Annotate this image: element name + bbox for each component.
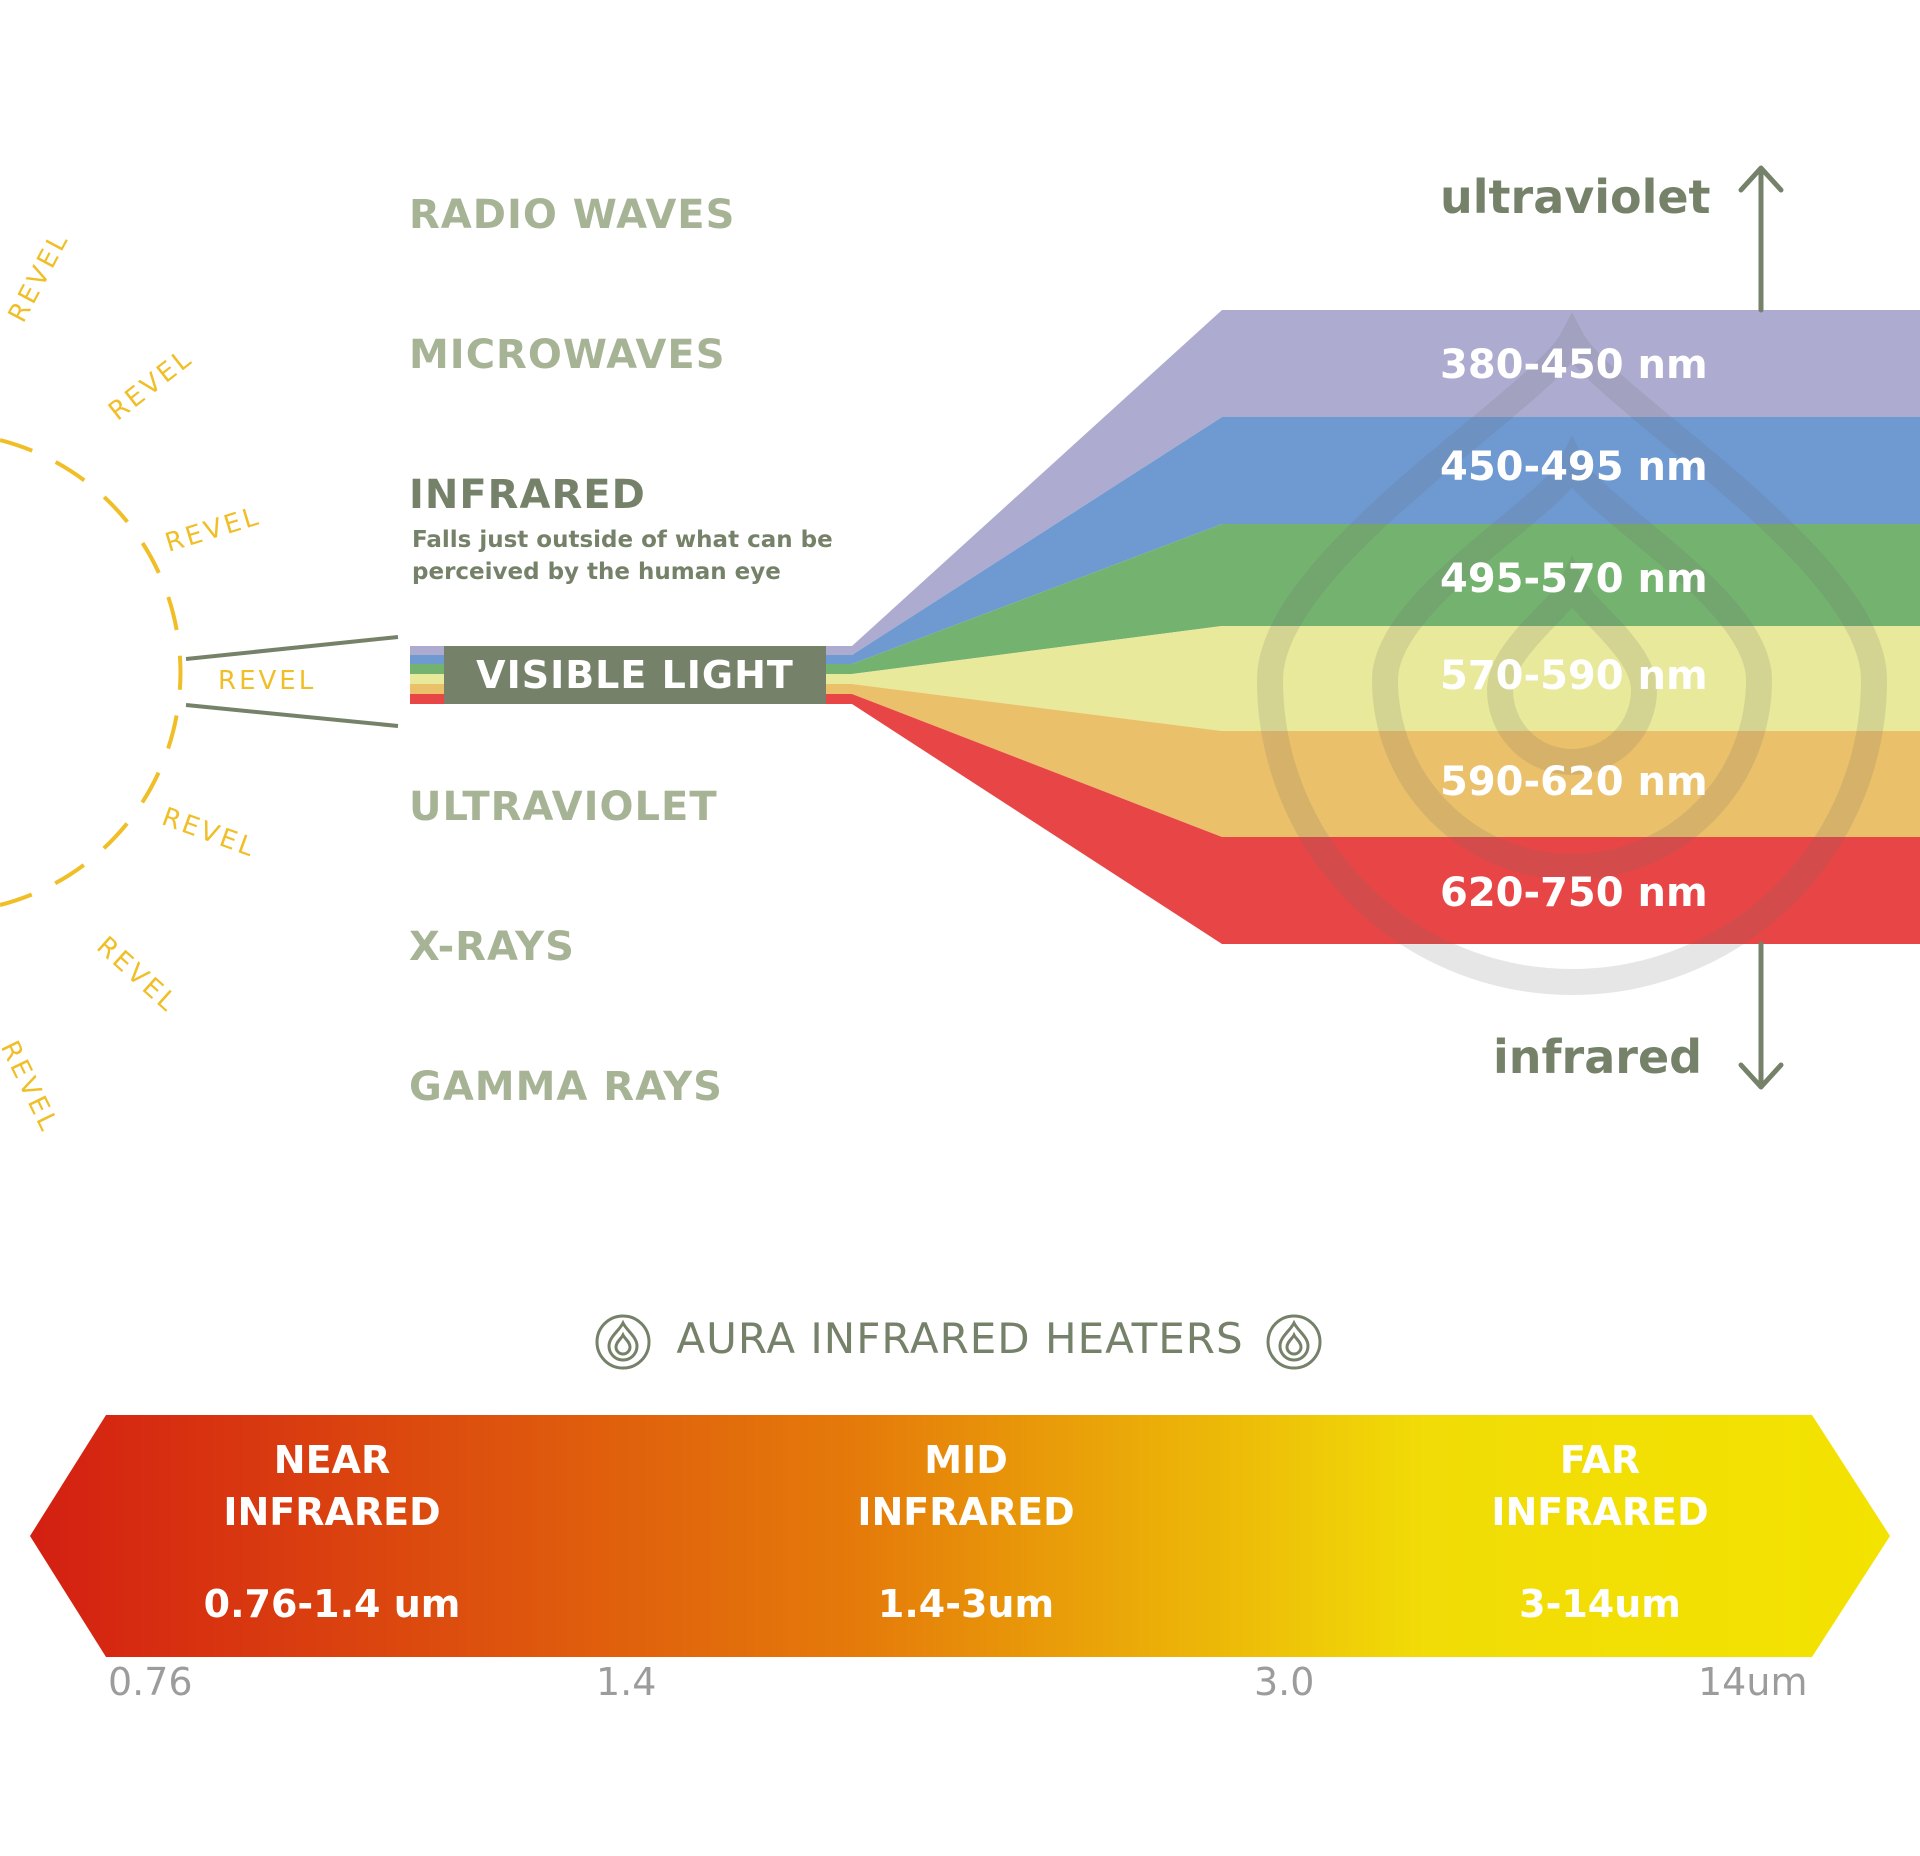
band-microwaves: MICROWAVES: [409, 332, 726, 378]
drop-watermark: [1256, 312, 1888, 995]
range-orange: 590-620 nm: [1440, 759, 1708, 805]
band-ultraviolet: ULTRAVIOLET: [409, 784, 718, 830]
fan-blue: [826, 417, 1920, 664]
band-radio-waves: RADIO WAVES: [409, 192, 736, 238]
visible-light-label: VISIBLE LIGHT: [444, 646, 826, 704]
segment-name-line2: INFRARED: [857, 1490, 1075, 1534]
strip-violet: [410, 646, 444, 655]
range-blue: 450-495 nm: [1440, 444, 1708, 490]
fan-red: [826, 694, 1920, 944]
revel-dashed-arc: [0, 438, 183, 907]
band-x-rays: X-RAYS: [409, 924, 575, 970]
range-yellow: 570-590 nm: [1440, 653, 1708, 699]
range-red: 620-750 nm: [1440, 870, 1708, 916]
segment-range: 0.76-1.4 um: [203, 1582, 461, 1626]
tick-label: 1.4: [596, 1660, 657, 1704]
axis-arrows: [1738, 165, 1784, 1090]
infrared-banner: [30, 1415, 1890, 1657]
strip-green: [410, 664, 444, 674]
fan-green: [826, 524, 1920, 674]
tick-label: 3.0: [1254, 1660, 1315, 1704]
tick-label: 0.76: [108, 1660, 193, 1704]
segment-name-line1: MID: [924, 1438, 1008, 1482]
drop-icon: [595, 1314, 651, 1370]
infrared-description: Falls just outside of what can be percei…: [412, 527, 833, 585]
range-green: 495-570 nm: [1440, 556, 1708, 602]
segment-range: 3-14um: [1519, 1582, 1681, 1626]
strip-red: [410, 694, 444, 704]
axis-top-label: ultraviolet: [1440, 170, 1711, 224]
fan-orange: [826, 684, 1920, 837]
revel-label: REVEL: [218, 666, 317, 696]
tick-label: 14um: [1698, 1660, 1808, 1704]
segment-far-infrared: FAR INFRARED 3-14um: [1390, 1434, 1810, 1626]
segment-name-line2: INFRARED: [223, 1490, 441, 1534]
strip-orange: [410, 684, 444, 694]
strip-blue: [410, 655, 444, 664]
axis-bottom-label: infrared: [1493, 1030, 1703, 1084]
segment-name-line1: FAR: [1559, 1438, 1641, 1482]
strip-yellow: [410, 674, 444, 684]
band-infrared: INFRARED: [409, 472, 646, 518]
range-violet: 380-450 nm: [1440, 342, 1708, 388]
band-gamma-rays: GAMMA RAYS: [409, 1064, 723, 1110]
cone-line-top: [185, 635, 399, 661]
segment-range: 1.4-3um: [877, 1582, 1055, 1626]
fan-yellow: [826, 626, 1920, 731]
fan-violet: [826, 310, 1920, 655]
heaters-title: AURA INFRARED HEATERS: [676, 1314, 1244, 1363]
cone-line-bottom: [185, 703, 399, 728]
segment-mid-infrared: MID INFRARED 1.4-3um: [756, 1434, 1176, 1626]
segment-near-infrared: NEAR INFRARED 0.76-1.4 um: [122, 1434, 542, 1626]
segment-name-line2: INFRARED: [1491, 1490, 1709, 1534]
segment-name-line1: NEAR: [273, 1438, 391, 1482]
drop-icon: [1266, 1314, 1322, 1370]
